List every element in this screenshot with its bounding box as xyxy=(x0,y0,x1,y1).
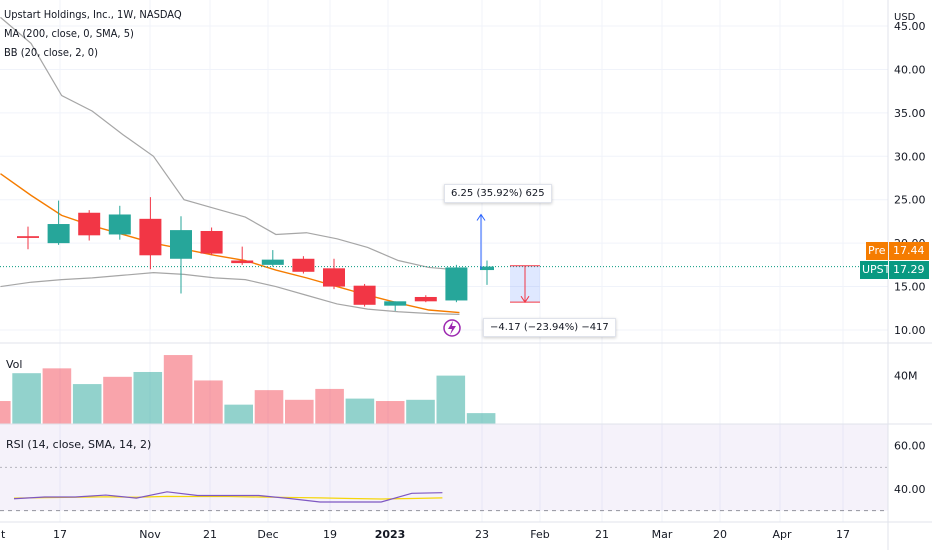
time-tick-label: Mar xyxy=(652,528,673,541)
rsi-tick-label: 60.00 xyxy=(894,440,926,453)
bb-lower-line xyxy=(0,272,460,315)
measure-up-label[interactable]: 6.25 (35.92%) 625 xyxy=(444,184,552,203)
rsi-pane[interactable] xyxy=(0,423,888,512)
premarket-price-tag: 17.44 xyxy=(889,242,929,260)
candle-body[interactable] xyxy=(108,214,131,235)
time-tick-label: 2023 xyxy=(375,528,406,541)
volume-bar[interactable] xyxy=(285,399,314,424)
rsi-line xyxy=(13,491,443,503)
candle-body[interactable] xyxy=(384,301,407,306)
premarket-label-tag: Pre xyxy=(866,242,888,260)
legend-ma[interactable]: MA (200, close, 0, SMA, 5) xyxy=(4,27,134,40)
volume-bar[interactable] xyxy=(436,375,466,424)
price-tick-label: 35.00 xyxy=(894,107,926,120)
time-tick-label: 21 xyxy=(595,528,609,541)
volume-bar[interactable] xyxy=(345,398,375,424)
time-tick-label: 21 xyxy=(203,528,217,541)
candle-body[interactable] xyxy=(78,212,101,236)
time-tick-label: Nov xyxy=(139,528,161,541)
price-tick-label: 25.00 xyxy=(894,194,926,207)
candle-body[interactable] xyxy=(17,236,39,238)
volume-bar[interactable] xyxy=(194,380,223,424)
symbol-tag: UPST xyxy=(860,261,890,279)
rsi-tick-label: 40.00 xyxy=(894,483,926,496)
volume-bar[interactable] xyxy=(0,401,11,424)
rsi-ma-line xyxy=(13,495,443,500)
volume-bar[interactable] xyxy=(315,388,344,424)
candle-body[interactable] xyxy=(353,285,376,305)
price-tick-label: 15.00 xyxy=(894,281,926,294)
candle-body[interactable] xyxy=(200,230,223,254)
ma-line xyxy=(0,173,460,314)
time-tick-label: 20 xyxy=(713,528,727,541)
candle-body[interactable] xyxy=(47,224,70,244)
time-tick-label: Feb xyxy=(530,528,549,541)
candle-body[interactable] xyxy=(323,268,345,287)
time-tick-label: t xyxy=(1,528,6,541)
candle-body[interactable] xyxy=(261,259,284,265)
volume-bar[interactable] xyxy=(224,404,253,424)
candle-body[interactable] xyxy=(231,260,254,264)
bb-upper-line xyxy=(0,16,460,271)
time-tick-label: 19 xyxy=(323,528,337,541)
candle-body[interactable] xyxy=(445,267,468,301)
volume-bar[interactable] xyxy=(103,376,132,424)
candle-body[interactable] xyxy=(170,230,192,259)
candle-body[interactable] xyxy=(139,218,162,256)
time-tick-label: Apr xyxy=(772,528,792,541)
price-tick-label: 10.00 xyxy=(894,324,926,337)
volume-pane[interactable] xyxy=(0,355,496,424)
volume-bar[interactable] xyxy=(375,401,405,424)
measure-up-arrowhead xyxy=(476,213,486,221)
time-tick-label: 17 xyxy=(836,528,850,541)
candle-body[interactable] xyxy=(414,296,437,302)
rsi-label[interactable]: RSI (14, close, SMA, 14, 2) xyxy=(6,438,152,451)
last-price-tag: 17.29 xyxy=(889,261,929,279)
volume-label[interactable]: Vol xyxy=(6,358,23,371)
time-tick-label: 23 xyxy=(475,528,489,541)
volume-bar[interactable] xyxy=(42,368,72,424)
volume-bar[interactable] xyxy=(72,384,102,424)
candle-body[interactable] xyxy=(292,258,315,272)
measure-down-arrowhead xyxy=(520,295,530,304)
volume-bar[interactable] xyxy=(254,390,284,424)
volume-bar[interactable] xyxy=(163,355,193,424)
volume-bar[interactable] xyxy=(406,399,435,424)
volume-bar[interactable] xyxy=(466,413,496,424)
price-tick-label: 40.00 xyxy=(894,63,926,76)
price-pane[interactable] xyxy=(0,16,888,337)
price-tick-label: 30.00 xyxy=(894,150,926,163)
candle-body[interactable] xyxy=(480,266,494,271)
measure-down-label[interactable]: −4.17 (−23.94%) −417 xyxy=(483,318,616,337)
time-tick-label: 17 xyxy=(53,528,67,541)
volume-bar[interactable] xyxy=(133,371,163,424)
legend-bb[interactable]: BB (20, close, 2, 0) xyxy=(4,46,98,59)
flash-bolt-icon xyxy=(448,321,456,335)
volume-tick-label: 40M xyxy=(894,370,918,383)
price-tick-label: 45.00 xyxy=(894,20,926,33)
time-tick-label: Dec xyxy=(257,528,278,541)
legend-title: Upstart Holdings, Inc., 1W, NASDAQ xyxy=(4,8,182,21)
currency-label: USD xyxy=(894,12,916,23)
volume-bar[interactable] xyxy=(12,373,41,424)
